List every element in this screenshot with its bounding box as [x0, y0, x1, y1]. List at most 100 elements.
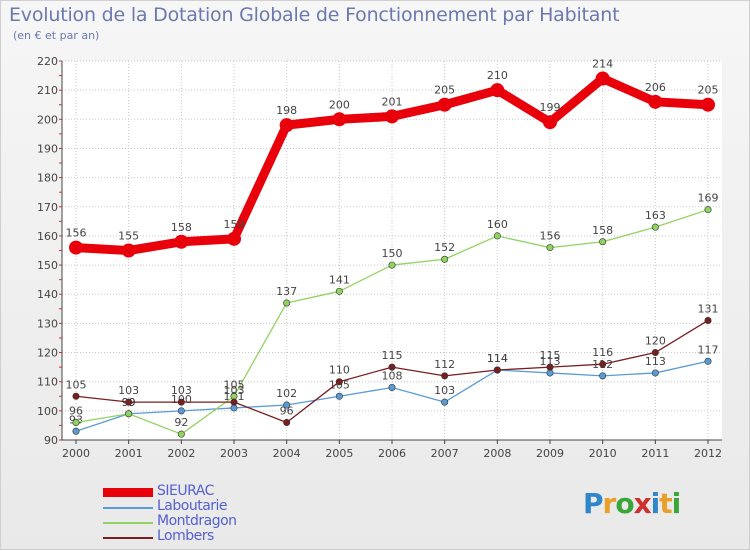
- data-label: 103: [224, 384, 245, 397]
- legend-label: Montdragon: [157, 513, 237, 529]
- data-point: [69, 240, 83, 255]
- data-point: [546, 244, 554, 252]
- y-tick-label: 220: [37, 55, 58, 68]
- legend-swatch: [103, 488, 153, 497]
- data-label: 198: [276, 104, 297, 117]
- data-label: 103: [171, 384, 192, 397]
- data-label: 150: [382, 247, 403, 260]
- data-point: [441, 255, 449, 263]
- data-point: [543, 115, 557, 130]
- data-label: 116: [592, 346, 613, 359]
- data-point: [651, 223, 659, 231]
- x-tick-label: 2005: [325, 447, 353, 460]
- data-label: 137: [276, 285, 297, 298]
- data-point: [385, 109, 399, 124]
- data-point: [335, 287, 343, 295]
- data-point: [230, 398, 238, 406]
- data-point: [701, 97, 715, 112]
- x-tick-label: 2012: [694, 447, 722, 460]
- data-label: 141: [329, 273, 350, 286]
- data-label: 163: [645, 209, 666, 222]
- data-label: 120: [645, 335, 666, 348]
- data-label: 96: [280, 405, 294, 418]
- data-label: 159: [224, 218, 245, 231]
- data-point: [72, 419, 80, 427]
- legend-label: Laboutarie: [157, 498, 228, 514]
- x-tick-label: 2010: [589, 447, 617, 460]
- data-point: [72, 392, 80, 400]
- data-label: 108: [382, 370, 403, 383]
- x-tick-label: 2008: [483, 447, 511, 460]
- y-tick-label: 190: [37, 142, 58, 155]
- data-point: [283, 401, 291, 409]
- data-label: 131: [698, 302, 719, 315]
- data-label: 158: [171, 221, 192, 234]
- legend-swatch: [103, 507, 153, 509]
- data-label: 115: [382, 349, 403, 362]
- data-point: [441, 398, 449, 406]
- x-tick-label: 2004: [273, 447, 301, 460]
- data-label: 114: [487, 352, 508, 365]
- data-point: [490, 83, 505, 98]
- y-tick-label: 110: [37, 376, 58, 389]
- data-label: 102: [276, 387, 297, 400]
- data-label: 205: [698, 84, 719, 97]
- chart-title: Evolution de la Dotation Globale de Fonc…: [9, 4, 620, 26]
- data-point: [332, 112, 347, 127]
- data-point: [177, 430, 185, 438]
- data-point: [177, 398, 185, 406]
- y-tick-label: 180: [37, 172, 58, 185]
- data-point: [441, 372, 449, 380]
- x-tick-label: 2003: [220, 447, 248, 460]
- legend-swatch: [103, 537, 153, 539]
- x-tick-label: 2011: [641, 447, 669, 460]
- data-label: 103: [118, 384, 139, 397]
- data-label: 105: [224, 378, 245, 391]
- data-label: 214: [592, 57, 613, 70]
- y-tick-label: 100: [37, 405, 58, 418]
- data-point: [546, 369, 554, 377]
- data-point: [704, 357, 712, 365]
- data-label: 156: [66, 227, 87, 240]
- chart-subtitle: (en € et par an): [13, 29, 100, 42]
- data-label: 113: [645, 355, 666, 368]
- data-label: 160: [487, 218, 508, 231]
- proxiti-logo: Proxiti: [583, 487, 681, 520]
- data-point: [121, 243, 136, 258]
- legend-label: SIEURAC: [157, 483, 214, 499]
- y-tick-label: 90: [44, 434, 58, 447]
- data-point: [599, 238, 607, 246]
- data-label: 205: [434, 84, 455, 97]
- data-point: [72, 427, 80, 435]
- data-point: [177, 407, 185, 415]
- data-label: 155: [118, 230, 139, 243]
- data-label: 210: [487, 69, 508, 82]
- data-point: [651, 349, 659, 357]
- data-point: [599, 372, 607, 380]
- data-label: 117: [698, 343, 719, 356]
- data-point: [599, 360, 607, 368]
- data-label: 103: [434, 384, 455, 397]
- y-tick-label: 170: [37, 201, 58, 214]
- data-label: 114: [487, 352, 508, 365]
- data-label: 200: [329, 98, 350, 111]
- data-label: 156: [540, 230, 561, 243]
- x-tick-label: 2002: [167, 447, 195, 460]
- data-point: [704, 316, 712, 324]
- data-label: 92: [174, 416, 188, 429]
- x-tick-label: 2001: [115, 447, 143, 460]
- y-tick-label: 150: [37, 259, 58, 272]
- data-label: 206: [645, 81, 666, 94]
- data-label: 201: [382, 95, 403, 108]
- data-point: [335, 392, 343, 400]
- data-point: [125, 398, 133, 406]
- data-label: 105: [66, 378, 87, 391]
- data-point: [335, 378, 343, 386]
- data-label: 112: [434, 358, 455, 371]
- legend-swatch: [103, 522, 153, 524]
- data-point: [283, 299, 291, 307]
- data-point: [437, 97, 452, 112]
- x-tick-label: 2006: [378, 447, 406, 460]
- data-point: [493, 366, 501, 374]
- y-tick-label: 130: [37, 317, 58, 330]
